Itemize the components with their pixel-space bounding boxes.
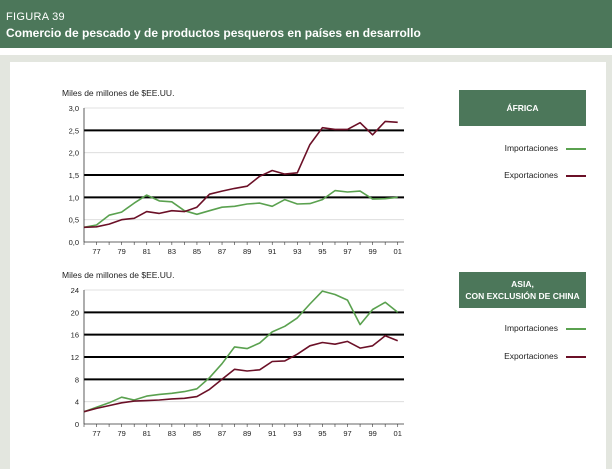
africa-x-tick-label: 95 <box>318 247 326 256</box>
exports-line-swatch <box>566 175 586 177</box>
asia-x-tick-label: 01 <box>394 429 402 438</box>
asia-x-tick-label: 95 <box>318 429 326 438</box>
asia-y-tick-label: 24 <box>71 286 79 295</box>
asia-y-tick-label: 0 <box>75 420 79 429</box>
africa-exports-line <box>83 120 398 229</box>
asia-x-tick-label: 85 <box>193 429 201 438</box>
asia-x-tick-label: 93 <box>293 429 301 438</box>
asia-imports-line <box>83 290 399 413</box>
asia-y-axis-label: Miles de millones de $EE.UU. <box>62 270 174 280</box>
asia-legend-imports: Importaciones <box>470 323 588 335</box>
africa-x-tick-label: 77 <box>92 247 100 256</box>
asia-y-tick-label: 20 <box>71 308 79 317</box>
asia-x-tick-label: 99 <box>368 429 376 438</box>
asia-y-tick-label: 4 <box>75 398 79 407</box>
asia-x-tick-label: 77 <box>92 429 100 438</box>
africa-x-tick-label: 83 <box>168 247 176 256</box>
africa-x-tick-label: 91 <box>268 247 276 256</box>
africa-legend-imports-label: Importaciones <box>504 143 558 153</box>
africa-y-tick-label: 1,0 <box>69 193 79 202</box>
asia-y-tick-label: 16 <box>71 331 79 340</box>
africa-x-tick-label: 85 <box>193 247 201 256</box>
africa-x-tick-label: 97 <box>343 247 351 256</box>
figure-header: FIGURA 39 Comercio de pescado y de produ… <box>0 0 612 48</box>
exports-line-swatch <box>566 356 586 358</box>
asia-legend-exports-label: Exportaciones <box>504 351 558 361</box>
asia-x-tick-label: 79 <box>117 429 125 438</box>
africa-legend-exports: Exportaciones <box>470 170 588 182</box>
asia-y-tick-label: 8 <box>75 375 79 384</box>
asia-x-tick-label: 91 <box>268 429 276 438</box>
africa-region-title: ÁFRICA <box>459 90 586 126</box>
africa-x-tick-label: 79 <box>117 247 125 256</box>
africa-y-axis-label: Miles de millones de $EE.UU. <box>62 88 174 98</box>
asia-exports-line <box>83 334 398 413</box>
asia-x-tick-label: 89 <box>243 429 251 438</box>
africa-y-tick-label: 1,5 <box>69 171 79 180</box>
africa-legend-exports-label: Exportaciones <box>504 170 558 180</box>
africa-y-tick-label: 2,5 <box>69 126 79 135</box>
africa-x-tick-label: 99 <box>368 247 376 256</box>
asia-x-tick-label: 81 <box>143 429 151 438</box>
africa-legend-imports: Importaciones <box>470 143 588 155</box>
africa-x-tick-label: 89 <box>243 247 251 256</box>
asia-x-tick-label: 87 <box>218 429 226 438</box>
africa-y-tick-label: 2,0 <box>69 149 79 158</box>
asia-legend-imports-label: Importaciones <box>504 323 558 333</box>
asia-region-title: ASIA, CON EXCLUSIÓN DE CHINA <box>459 272 586 308</box>
asia-x-tick-label: 83 <box>168 429 176 438</box>
africa-y-tick-label: 0,0 <box>69 238 79 247</box>
figure-title: Comercio de pescado y de productos pesqu… <box>6 26 421 40</box>
africa-x-tick-label: 93 <box>293 247 301 256</box>
africa-x-tick-label: 01 <box>394 247 402 256</box>
africa-x-tick-label: 81 <box>143 247 151 256</box>
africa-y-tick-label: 3,0 <box>69 104 79 113</box>
imports-line-swatch <box>566 328 586 330</box>
figure-label: FIGURA 39 <box>6 11 65 23</box>
africa-imports-line <box>83 189 398 229</box>
africa-y-tick-label: 0,5 <box>69 216 79 225</box>
asia-legend-exports: Exportaciones <box>470 351 588 363</box>
asia-x-tick-label: 97 <box>343 429 351 438</box>
imports-line-swatch <box>566 148 586 150</box>
africa-x-tick-label: 87 <box>218 247 226 256</box>
asia-y-tick-label: 12 <box>71 353 79 362</box>
